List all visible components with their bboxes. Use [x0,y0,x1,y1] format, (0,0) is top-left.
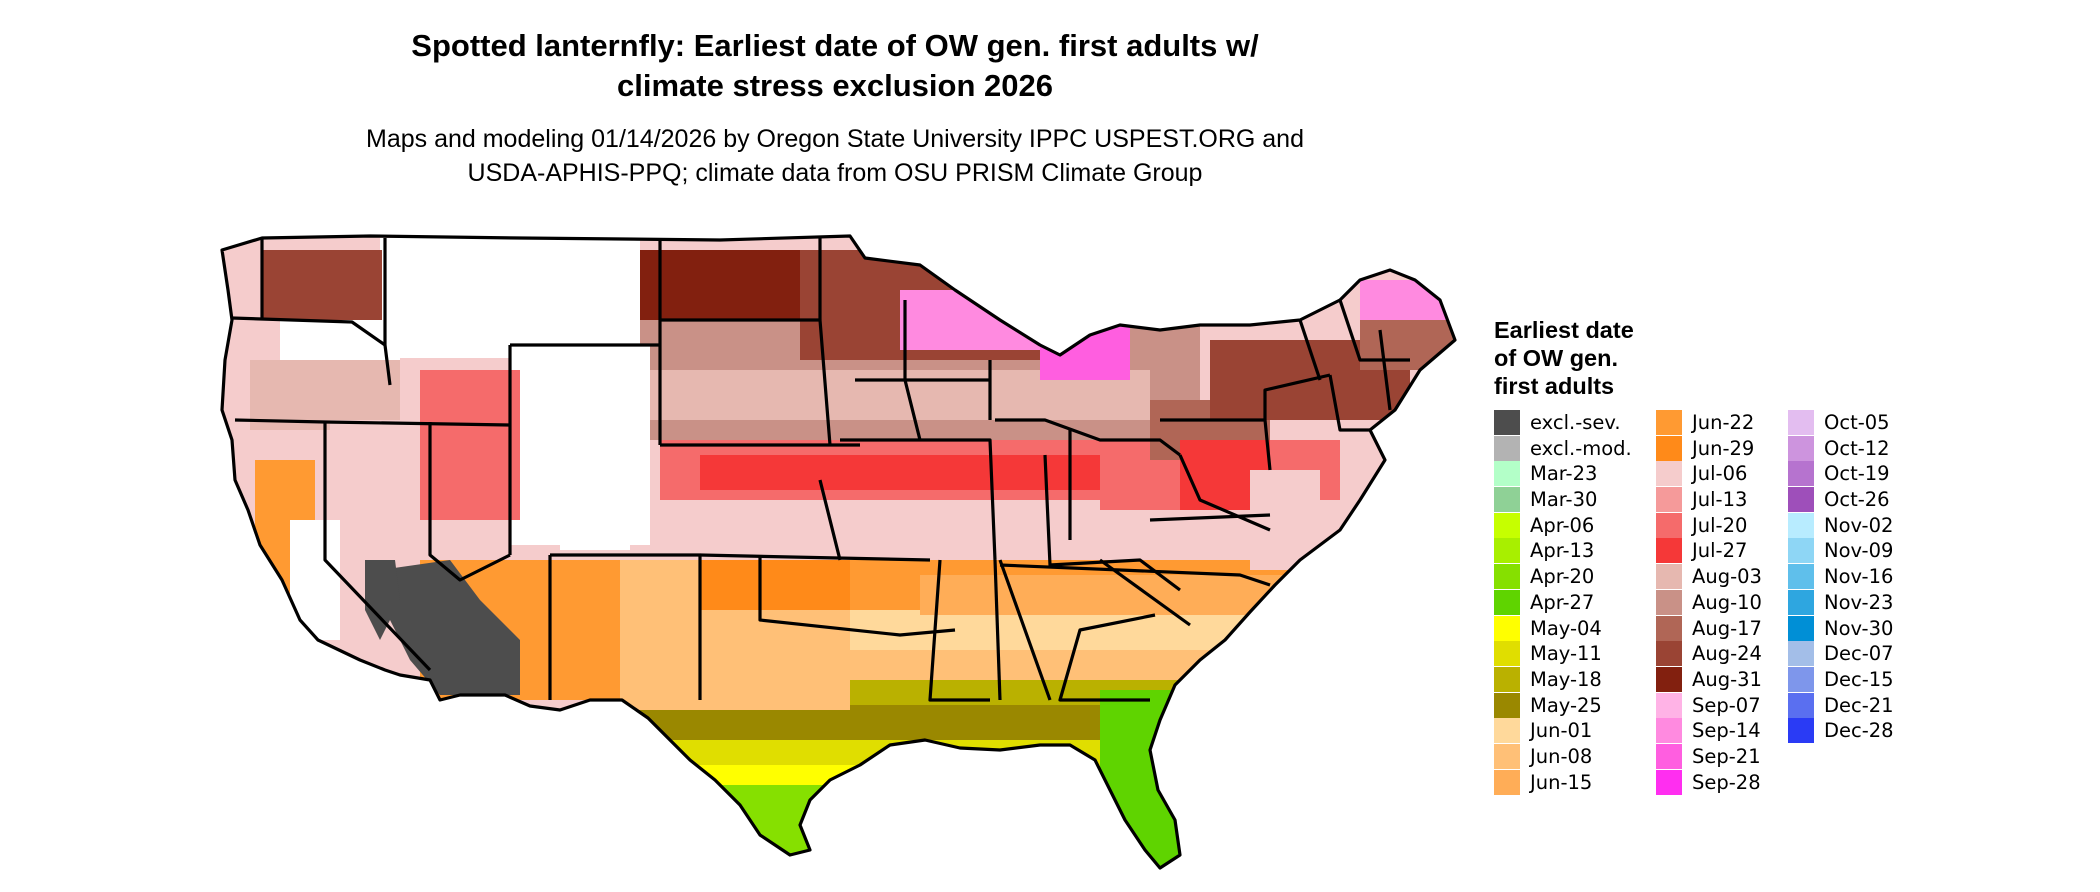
legend-label: May-25 [1530,693,1602,717]
legend-swatch [1788,615,1814,641]
legend-label: Mar-30 [1530,488,1598,512]
legend-swatch [1656,410,1682,435]
legend-swatch [1788,461,1814,487]
legend-label: Jun-29 [1692,436,1755,460]
legend-swatch [1494,538,1520,564]
legend-swatch [1656,512,1682,538]
legend-label: May-11 [1530,642,1602,666]
legend-swatch [1656,589,1682,615]
map-title: Spotted lanternfly: Earliest date of OW … [310,26,1360,106]
legend-label: Dec-15 [1824,667,1894,691]
legend-label: Aug-24 [1692,642,1762,666]
legend-label: Jul-20 [1692,513,1748,537]
legend-swatch [1656,435,1682,461]
legend-swatch [1788,512,1814,538]
legend-label: Sep-14 [1692,719,1761,743]
legend-title: Earliest date of OW gen. first adults [1494,316,1694,400]
legend-swatch [1656,769,1682,795]
legend-swatch [1788,487,1814,513]
legend-label: Oct-05 [1824,411,1890,434]
legend-swatch [1788,718,1814,744]
legend-swatch [1494,692,1520,718]
legend-swatch [1788,692,1814,718]
legend-swatch [1656,743,1682,769]
legend-swatch [1656,461,1682,487]
legend-label: Aug-17 [1692,616,1762,640]
legend-label: Nov-23 [1824,590,1894,614]
legend-title-line: Earliest date [1494,317,1634,343]
legend-swatch [1494,641,1520,667]
legend-label: Dec-28 [1824,719,1894,743]
subtitle-line-2: USDA-APHIS-PPQ; climate data from OSU PR… [467,159,1203,187]
legend-label: Sep-21 [1692,744,1761,768]
state-borders [220,234,1457,870]
legend-label: May-18 [1530,667,1602,691]
legend-label: Apr-13 [1530,539,1595,563]
legend-label: May-04 [1530,616,1602,640]
legend-label: excl.-sev. [1530,411,1621,434]
legend-swatch [1788,410,1814,435]
legend-label: Jun-15 [1530,770,1593,794]
legend-label: Apr-06 [1530,513,1595,537]
legend-swatch [1494,743,1520,769]
legend-label: Jun-01 [1530,719,1593,743]
legend-swatch [1788,435,1814,461]
legend-label: Mar-23 [1530,462,1598,486]
legend-swatch [1494,589,1520,615]
legend-swatch [1788,666,1814,692]
legend-swatch [1656,564,1682,590]
legend-label: Oct-26 [1824,488,1890,512]
legend-label: Oct-19 [1824,462,1890,486]
legend-label: Aug-10 [1692,590,1762,614]
legend-swatch [1788,589,1814,615]
legend-swatch [1494,615,1520,641]
legend-swatch [1494,564,1520,590]
legend-label: Nov-30 [1824,616,1894,640]
legend-label: Nov-02 [1824,513,1894,537]
map-subtitle: Maps and modeling 01/14/2026 by Oregon S… [290,122,1380,190]
legend-label: Oct-12 [1824,436,1890,460]
legend-swatch [1494,512,1520,538]
legend-swatch [1494,487,1520,513]
legend-swatch [1656,538,1682,564]
legend-label: Jun-22 [1692,411,1755,434]
legend-label: Jul-27 [1692,539,1748,563]
legend-label: Aug-31 [1692,667,1762,691]
legend-label: Aug-03 [1692,565,1762,589]
legend-swatch [1656,666,1682,692]
legend-label: Nov-16 [1824,565,1894,589]
legend-swatch [1494,410,1520,435]
legend-label: Apr-20 [1530,565,1595,589]
legend-swatch [1656,641,1682,667]
legend-label: Sep-28 [1692,770,1761,794]
legend-title-line: first adults [1494,373,1615,399]
title-line-2: climate stress exclusion 2026 [617,68,1053,103]
legend-swatch [1788,564,1814,590]
legend-title-line: of OW gen. [1494,345,1619,371]
legend-swatch [1656,615,1682,641]
legend-swatch [1656,692,1682,718]
legend-label: Dec-21 [1824,693,1894,717]
us-map [220,234,1457,870]
legend-swatch [1494,769,1520,795]
legend-label: Apr-27 [1530,590,1595,614]
legend-swatch [1494,718,1520,744]
legend-label: Jun-08 [1530,744,1593,768]
legend-swatch [1494,666,1520,692]
legend-label: Jul-06 [1692,462,1748,486]
title-line-1: Spotted lanternfly: Earliest date of OW … [411,28,1259,63]
legend-swatch [1788,641,1814,667]
legend-swatch [1788,538,1814,564]
legend-swatch [1494,435,1520,461]
legend-label: Jul-13 [1692,488,1748,512]
legend-label: excl.-mod. [1530,436,1632,460]
map-fill-layer [222,236,1455,868]
subtitle-line-1: Maps and modeling 01/14/2026 by Oregon S… [366,125,1304,153]
legend-swatch [1494,461,1520,487]
legend-label: Dec-07 [1824,642,1894,666]
legend-label: Nov-09 [1824,539,1894,563]
legend-swatch [1656,487,1682,513]
legend-swatch [1656,718,1682,744]
legend-label: Sep-07 [1692,693,1761,717]
